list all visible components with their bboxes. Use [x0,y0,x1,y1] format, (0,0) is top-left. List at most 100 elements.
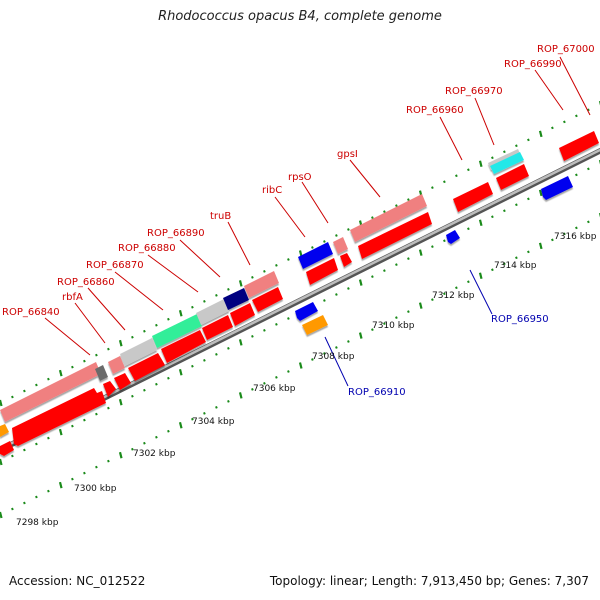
gene-rop-66890-block[interactable] [196,299,229,325]
tick-label-7316: 7316 kbp [554,232,597,242]
gene-rev-left-red[interactable] [0,441,14,456]
track-tick [107,406,110,410]
gene-arrow-10[interactable] [340,253,352,267]
track-tick [191,417,194,421]
track-tick [167,429,170,433]
gene-rop-66880-block[interactable] [152,314,202,348]
track-tick [143,388,146,392]
label-rop-66840[interactable]: ROP_66840 [2,307,60,318]
gene-rop-66970-cyan-block[interactable] [490,152,524,174]
track-tick [515,144,518,148]
map-title: Rhodococcus opacus B4, complete genome [158,9,442,24]
gene-rev-blue-2[interactable] [541,176,573,200]
track-tick [323,352,326,355]
track-tick [167,376,170,380]
gene-arrow-9[interactable] [306,258,338,285]
track-tick [215,293,218,297]
track-tick [538,130,543,138]
gene-arrow-14[interactable] [559,131,599,161]
label-rop-66880[interactable]: ROP_66880 [118,243,176,254]
track-tick [478,160,483,168]
track-tick [298,362,303,369]
track-tick [155,323,158,327]
track-tick [83,471,86,475]
track-tick [238,339,243,346]
gene-gpsi-pink-block[interactable] [350,194,427,242]
track-tick [575,226,578,230]
gene-arrow-1[interactable] [12,388,106,446]
track-tick [431,186,434,190]
gene-rop-66860-block[interactable] [108,356,125,374]
track-tick [563,232,566,236]
label-rop-66870[interactable]: ROP_66870 [86,260,144,271]
label-rop-66910[interactable]: ROP_66910 [348,387,406,398]
gene-rev-blue-rop-66950[interactable] [446,230,460,244]
label-ribc[interactable]: ribC [262,185,282,196]
track-tick [11,395,14,399]
label-rop-66960[interactable]: ROP_66960 [406,105,464,116]
gene-rev-orange-rop-66910[interactable] [302,315,328,335]
label-rop-66970[interactable]: ROP_66970 [445,86,503,97]
track-tick [371,216,374,219]
track-tick [83,418,86,422]
gene-ribc-pink-block[interactable] [244,271,279,298]
label-rbfa[interactable]: rbfA [62,292,83,303]
label-rop-66860[interactable]: ROP_66860 [57,277,115,288]
gene-arrow-2[interactable] [103,381,116,397]
label-rop-66990[interactable]: ROP_66990 [504,59,562,70]
gene-arrow-8[interactable] [252,287,283,312]
track-tick [238,392,243,399]
gene-rop-66840-block[interactable] [0,362,101,422]
track-tick [443,239,446,243]
track-tick [358,332,363,339]
gene-rop-66870-block[interactable] [120,338,157,366]
gene-arrow-5[interactable] [161,330,206,363]
track-tick [203,358,206,362]
dotted-track-scale [0,212,600,519]
gene-arrow-left-orange[interactable] [0,424,9,437]
track-tick [335,346,338,349]
label-gpsi[interactable]: gpsI [337,149,358,160]
track-tick [203,299,206,303]
gene-arrow-12[interactable] [453,182,493,212]
gene-rev-blue-rop-66910[interactable] [295,302,318,321]
track-tick [395,316,398,319]
label-rop-66950[interactable]: ROP_66950 [491,314,549,325]
gene-arrow-7[interactable] [230,303,255,326]
track-tick [23,448,26,452]
track-tick [251,388,254,391]
label-trub[interactable]: truB [210,211,231,222]
track-tick [118,398,123,406]
gene-rev-blue-1[interactable] [298,242,333,269]
genome-summary-text: Topology: linear; Length: 7,913,450 bp; … [269,574,589,588]
tick-label-7308: 7308 kbp [312,352,355,362]
gene-rbfa-block[interactable] [95,365,108,381]
track-tick [443,180,446,184]
gene-arrow-4[interactable] [128,353,165,381]
track-tick [467,280,470,284]
track-tick [238,280,243,287]
track-tick [575,173,578,177]
track-tick [395,263,398,266]
scale-tick-labels: 7298 kbp 7300 kbp 7302 kbp 7304 kbp 7306… [16,232,597,528]
track-tick [478,219,483,227]
gene-arrow-6[interactable] [202,315,233,340]
label-rop-67000[interactable]: ROP_67000 [537,44,595,55]
track-tick [178,422,183,429]
track-tick [155,435,158,439]
track-tick [58,369,63,377]
gene-arrow-13[interactable] [496,164,529,190]
accession-text: Accession: NC_012522 [9,574,146,588]
track-tick [227,346,230,350]
gene-rpso-block[interactable] [333,237,348,254]
gene-arrow-3[interactable] [114,373,131,390]
dotted-track-lower [0,159,600,466]
label-rop-66890[interactable]: ROP_66890 [147,228,205,239]
gene-trub-block[interactable] [223,288,249,310]
label-rpso[interactable]: rpsO [288,172,312,183]
track-tick [383,210,386,213]
track-tick [563,120,566,124]
gene-arrow-11[interactable] [358,212,432,259]
track-tick [11,454,14,458]
track-tick [131,335,134,339]
